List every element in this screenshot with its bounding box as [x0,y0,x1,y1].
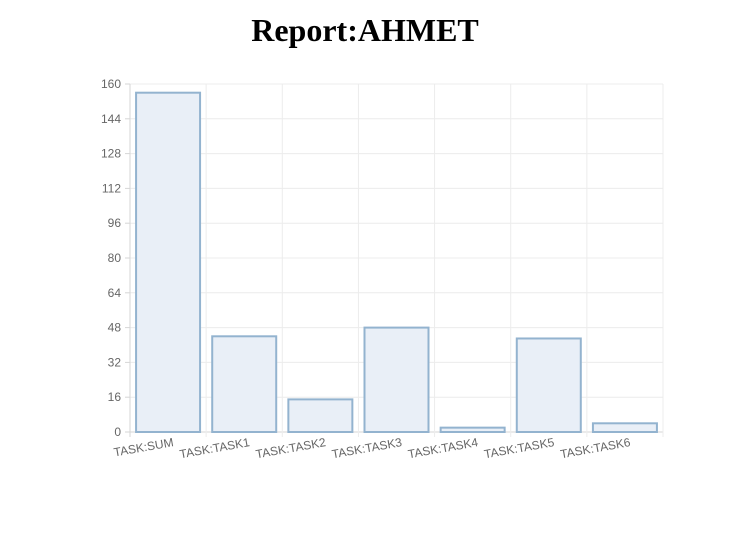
y-tick-label: 144 [101,112,121,126]
x-tick-label: TASK:TASK1 [178,435,251,461]
y-tick-label: 128 [101,147,121,161]
x-axis-tick-labels: TASK:SUM TASK:TASK1 TASK:TASK2 TASK:TASK3 TA… [113,435,632,461]
x-tick-label: TASK:TASK4 [407,435,480,461]
bar-task-task5 [515,337,582,434]
x-tick-label: TASK:SUM [113,435,175,459]
y-tick-label: 96 [108,216,122,230]
axes [125,83,130,433]
bar-task-task6 [591,422,658,433]
bar-task-task3 [363,326,430,434]
page-title: Report:AHMET [251,12,479,48]
y-tick-label: 64 [108,286,122,300]
y-tick-label: 32 [108,355,122,369]
y-tick-label: 80 [108,251,122,265]
bar-task-task1 [211,335,278,433]
y-tick-label: 160 [101,77,121,91]
x-tick-label: TASK:TASK2 [255,435,328,461]
bar-task-task4 [439,426,506,433]
y-tick-label: 48 [108,321,122,335]
x-tick-label: TASK:TASK3 [331,435,404,461]
x-tick-label: TASK:TASK6 [559,435,632,461]
bars [135,91,658,434]
y-axis-tick-labels: 0 16 32 48 64 80 96 112 128 144 160 [101,77,121,439]
y-tick-label: 0 [114,425,121,439]
y-tick-label: 16 [108,390,122,404]
bar-task-task2 [287,398,354,433]
y-tick-label: 112 [102,181,121,195]
bar-task-sum [135,91,202,433]
x-tick-label: TASK:TASK5 [483,435,556,461]
